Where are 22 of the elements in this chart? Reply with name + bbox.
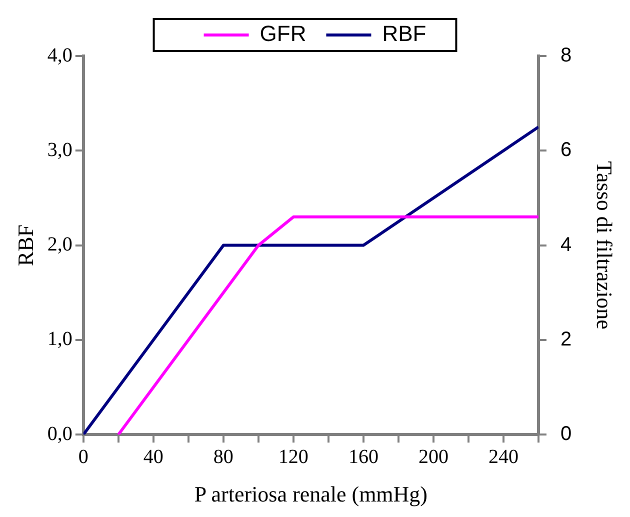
y-tick-label: 3,0 [47,138,72,161]
y2-tick-label: 8 [560,44,572,67]
x-tick-label: 160 [348,446,378,468]
x-tick-label: 240 [488,446,518,468]
y-tick-label: 2,0 [47,234,72,256]
y-tick-label: 0,0 [47,422,72,445]
legend-label: GFR [260,21,306,46]
x-tick-label: 0 [78,446,88,468]
y2-tick-label: 0 [560,423,572,446]
x-tick-label: 80 [213,446,234,468]
y2-tick-label: 2 [560,328,572,350]
x-tick-label: 120 [278,446,308,468]
y-tick-label: 1,0 [47,328,72,350]
x-tick-label: 200 [418,446,448,468]
x-axis-title: P arteriosa renale (mmHg) [194,482,428,507]
y2-tick-label: 4 [560,234,572,256]
y2-axis-title: Tasso di filtrazione [592,161,618,330]
x-tick-label: 40 [143,446,164,468]
y-tick-label: 4,0 [47,44,72,66]
y-axis-title: RBF [12,224,38,266]
y2-tick-label: 6 [560,139,572,162]
legend-label: RBF [382,21,426,46]
